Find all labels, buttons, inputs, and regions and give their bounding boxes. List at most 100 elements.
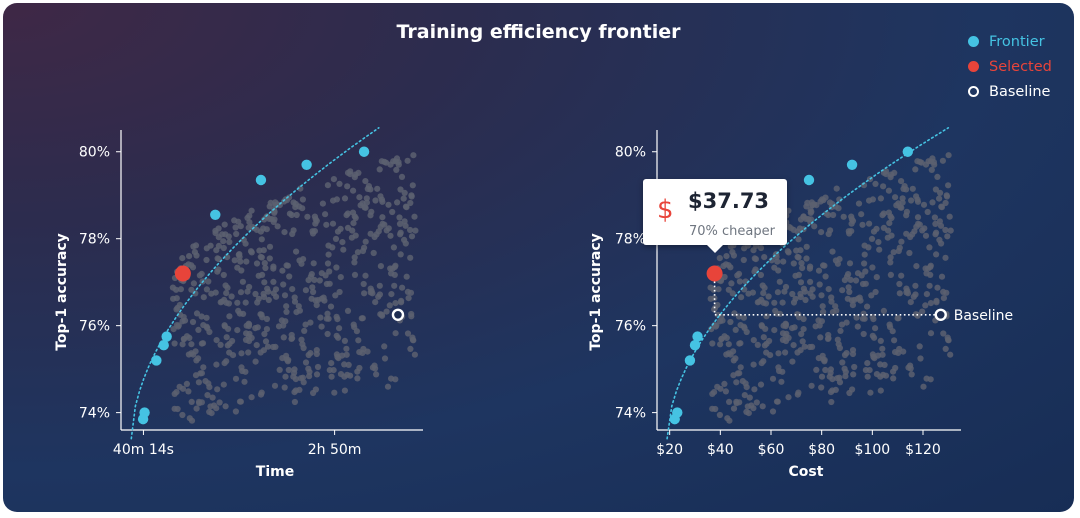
legend-item-frontier[interactable]: Frontier (968, 29, 1052, 54)
cloud-point (272, 343, 279, 350)
cloud-point (711, 295, 718, 302)
cloud-point (931, 214, 939, 221)
cloud-point (226, 349, 233, 356)
cloud-point (407, 199, 414, 207)
cloud-point (729, 290, 736, 297)
frontier-point (301, 159, 312, 170)
cloud-point (936, 195, 943, 202)
cloud-point (329, 220, 337, 227)
cloud-point (177, 286, 184, 293)
chart-panel: Training efficiency frontier 74% 76% 78% 80… (3, 3, 1074, 512)
cloud-point (302, 321, 309, 328)
cloud-point (196, 400, 203, 407)
cloud-point (238, 350, 245, 357)
cloud-point (309, 284, 316, 291)
cloud-point (408, 233, 416, 240)
cloud-point (907, 299, 914, 306)
cloud-point (867, 389, 874, 396)
cloud-point (314, 296, 322, 304)
cloud-point (333, 332, 340, 339)
cloud-point (899, 195, 906, 202)
cloud-point (782, 323, 789, 330)
x-tick-label: $120 (905, 442, 941, 458)
frontier-marker-icon (968, 36, 979, 47)
cloud-point (344, 224, 352, 231)
cloud-point (834, 260, 842, 267)
cloud-point (836, 374, 843, 381)
cloud-point (813, 366, 820, 373)
cloud-point (195, 355, 202, 362)
cloud-point (852, 277, 860, 284)
cloud-point (896, 280, 903, 288)
cloud-point (260, 247, 267, 254)
cloud-point (745, 290, 752, 297)
cloud-point (797, 247, 804, 254)
cloud-point (872, 325, 879, 332)
cloud-point (216, 399, 223, 406)
cloud-point (846, 288, 853, 296)
cloud-point (866, 220, 873, 227)
cloud-point (300, 379, 307, 386)
cloud-point (309, 230, 317, 237)
cloud-point (312, 220, 319, 227)
cloud-point (225, 233, 232, 240)
cloud-point (323, 221, 330, 228)
cloud-point (281, 384, 288, 391)
baseline-point (934, 308, 947, 321)
cloud-point (780, 258, 787, 265)
y-tick-label: 76% (615, 319, 646, 335)
cloud-point (912, 291, 919, 298)
cloud-point (396, 220, 404, 227)
cloud-point (848, 220, 855, 227)
cloud-point (816, 281, 823, 288)
cloud-point (755, 298, 763, 305)
cloud-point (861, 315, 868, 322)
cloud-point (337, 371, 345, 378)
cloud-point (404, 330, 412, 337)
cloud-point (877, 195, 885, 202)
cloud-point (732, 326, 739, 333)
time-scatter-plot: 74% 76% 78% 80% 40m 14s 2h 50m Time Top-1 accur… (54, 127, 423, 480)
cloud-point (862, 367, 870, 374)
cloud-point (302, 359, 310, 366)
cloud-point (912, 166, 919, 173)
frontier-point (902, 146, 913, 157)
cloud-point (790, 299, 798, 306)
cloud-point (244, 214, 251, 221)
cloud-point (846, 389, 853, 397)
legend-item-selected[interactable]: Selected (968, 54, 1052, 79)
cloud-point (222, 403, 229, 410)
frontier-point (210, 209, 221, 220)
cloud-point (291, 298, 299, 305)
cloud-point (229, 337, 236, 345)
cloud-point (728, 280, 735, 287)
cloud-point (845, 284, 852, 291)
cloud-point (870, 228, 878, 235)
cloud-point (786, 223, 793, 230)
cloud-point (202, 378, 209, 385)
cloud-point (351, 174, 358, 181)
cloud-point (310, 260, 317, 267)
cloud-point (822, 273, 829, 280)
cloud-point (754, 341, 761, 348)
cloud-point (850, 371, 857, 378)
cloud-point (213, 361, 220, 368)
cloud-point (920, 201, 928, 208)
cloud-point (263, 315, 270, 323)
cloud-point (292, 376, 299, 383)
tooltip-cost-value: $37.73 (688, 189, 770, 213)
cloud-point (279, 267, 286, 274)
cloud-point (295, 303, 302, 310)
cloud-point (790, 260, 797, 267)
cloud-point (345, 361, 352, 368)
cloud-point (233, 230, 240, 238)
cloud-point (854, 323, 861, 330)
cloud-point (200, 294, 207, 301)
cloud-point (352, 214, 359, 222)
legend-item-baseline[interactable]: Baseline (968, 79, 1052, 104)
cloud-point (243, 258, 250, 265)
cloud-point (322, 272, 329, 279)
cloud-point (790, 342, 797, 349)
cloud-point (899, 199, 906, 206)
cloud-point (725, 350, 732, 357)
